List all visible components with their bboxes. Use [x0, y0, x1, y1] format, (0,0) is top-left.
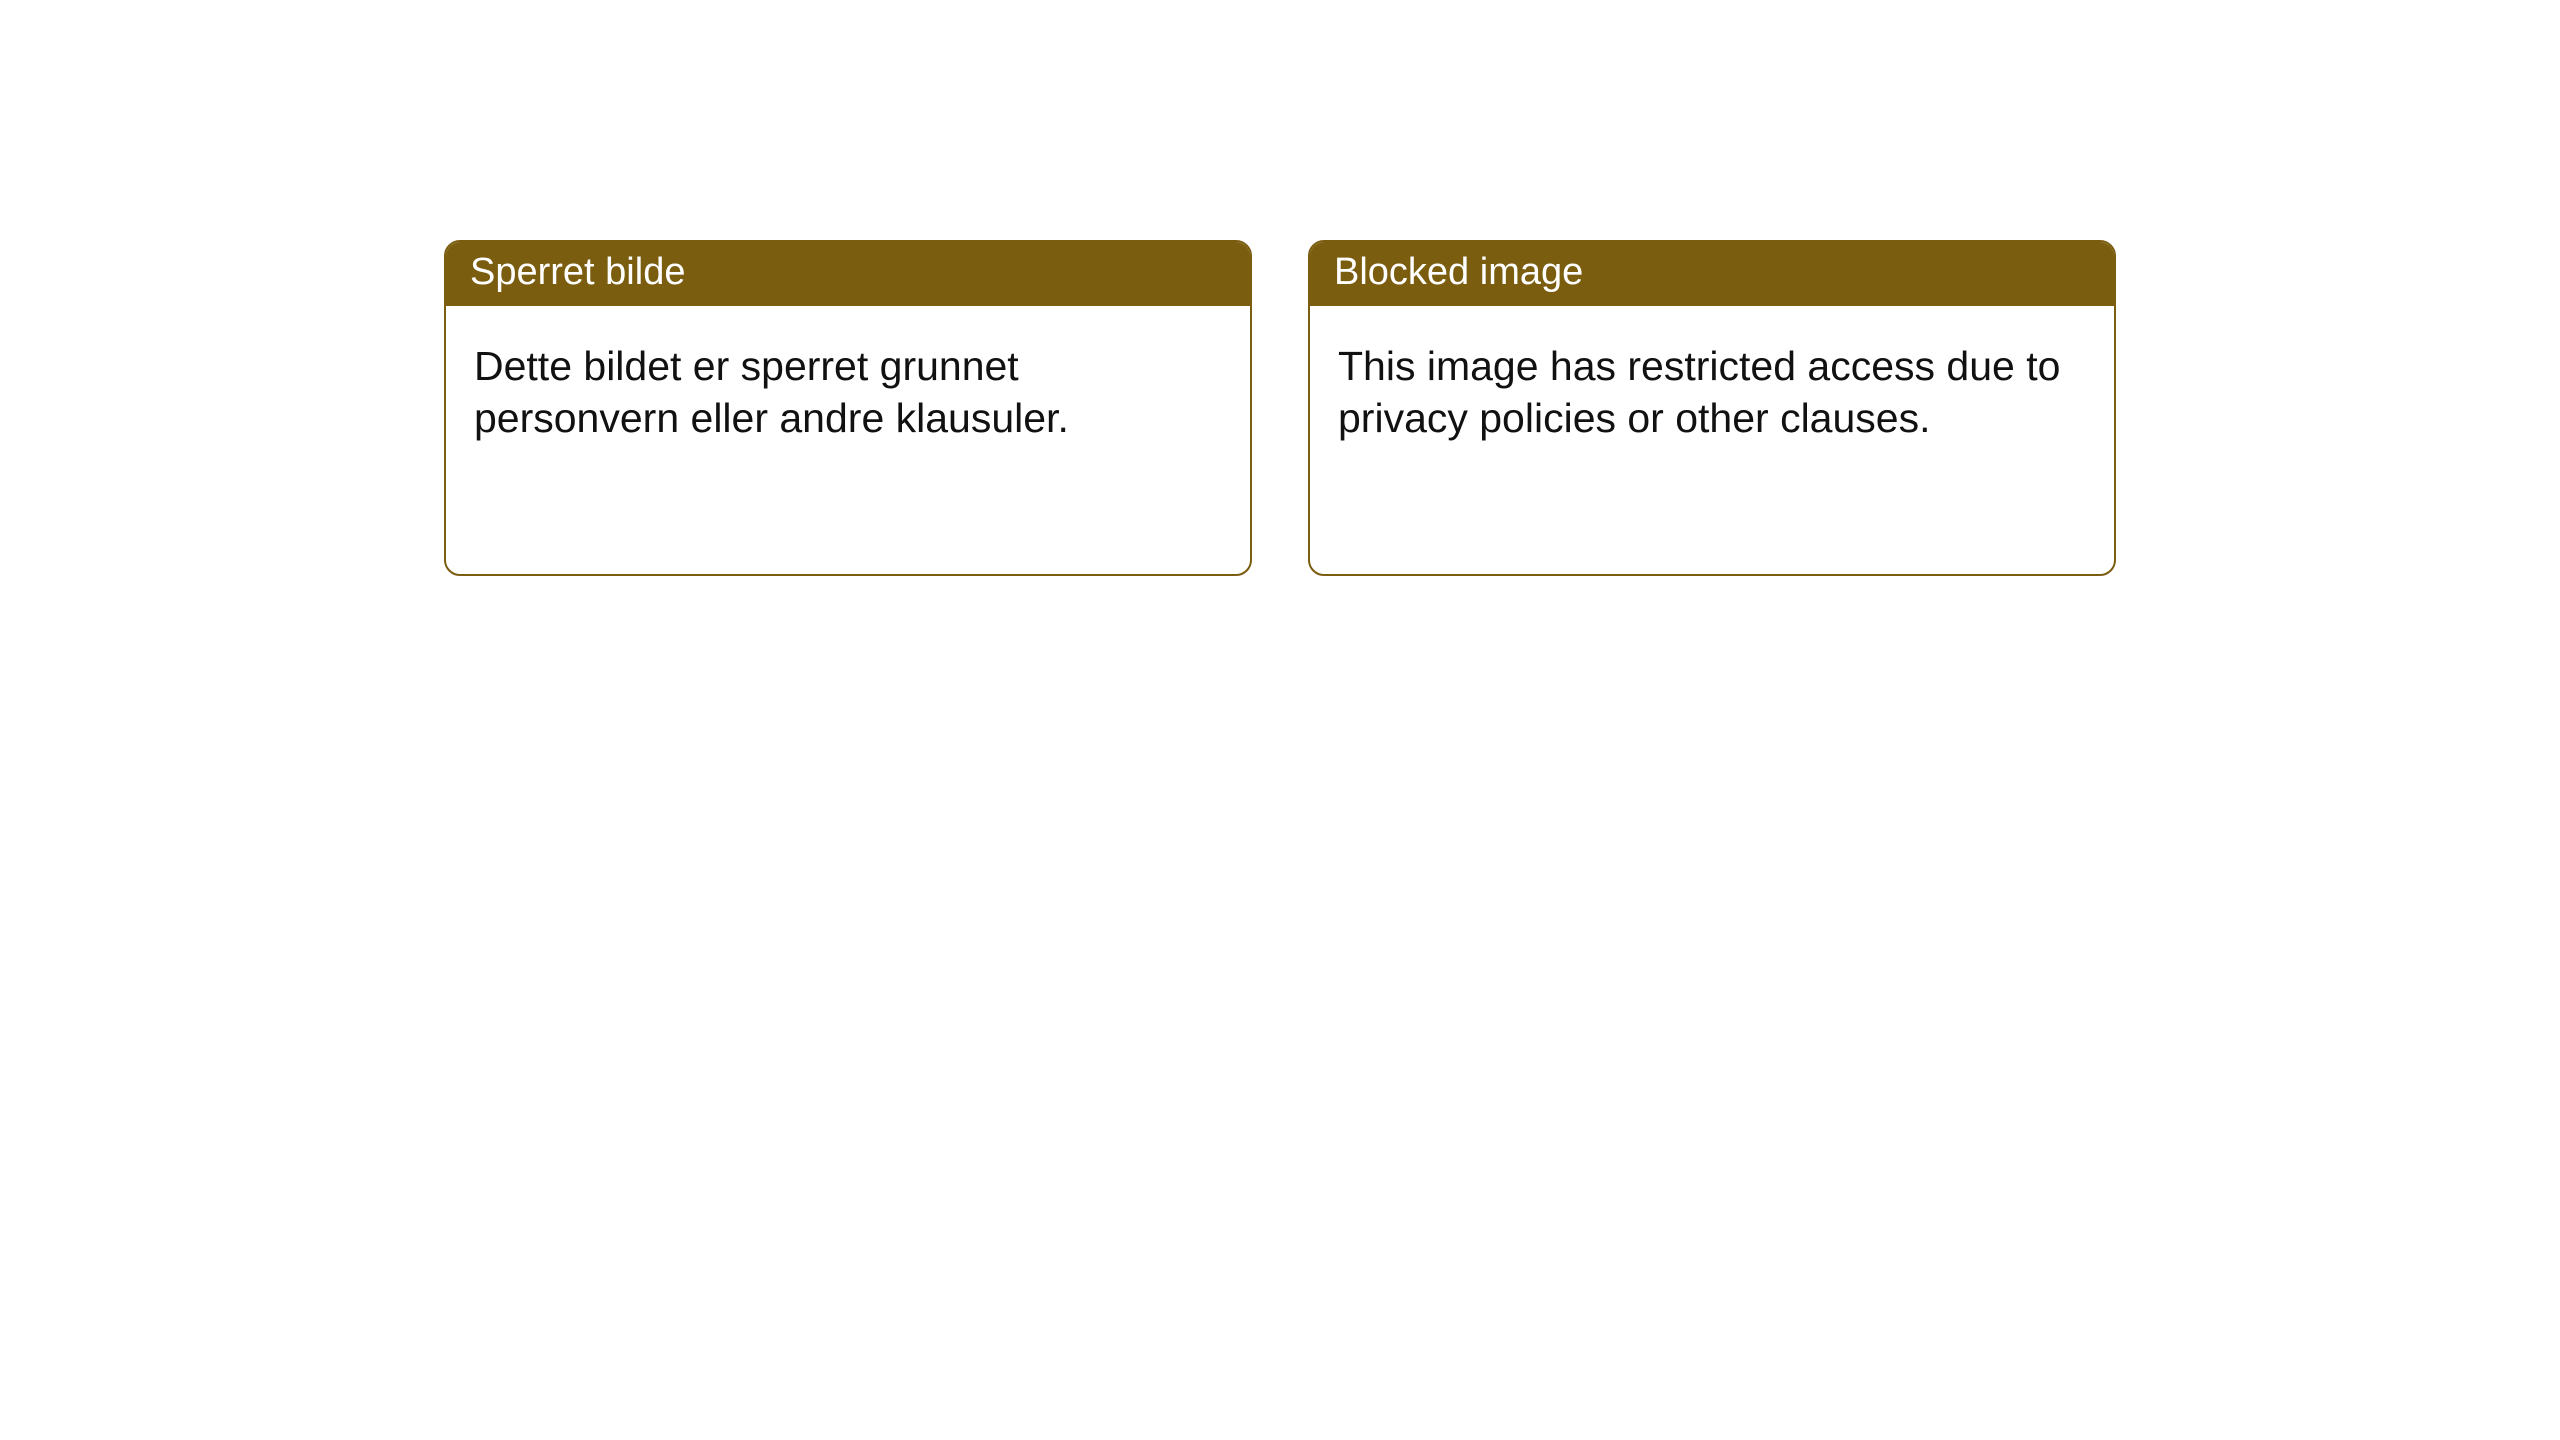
notice-title-no: Sperret bilde: [470, 251, 685, 293]
notice-header-no: Sperret bilde: [446, 242, 1250, 306]
notice-body-text-en: This image has restricted access due to …: [1338, 343, 2060, 441]
notice-body-text-no: Dette bildet er sperret grunnet personve…: [474, 343, 1069, 441]
notice-container: Sperret bilde Dette bildet er sperret gr…: [444, 240, 2116, 576]
notice-card-en: Blocked image This image has restricted …: [1308, 240, 2116, 576]
notice-body-en: This image has restricted access due to …: [1310, 306, 2114, 479]
notice-title-en: Blocked image: [1334, 251, 1583, 293]
notice-header-en: Blocked image: [1310, 242, 2114, 306]
notice-card-no: Sperret bilde Dette bildet er sperret gr…: [444, 240, 1252, 576]
notice-body-no: Dette bildet er sperret grunnet personve…: [446, 306, 1250, 479]
